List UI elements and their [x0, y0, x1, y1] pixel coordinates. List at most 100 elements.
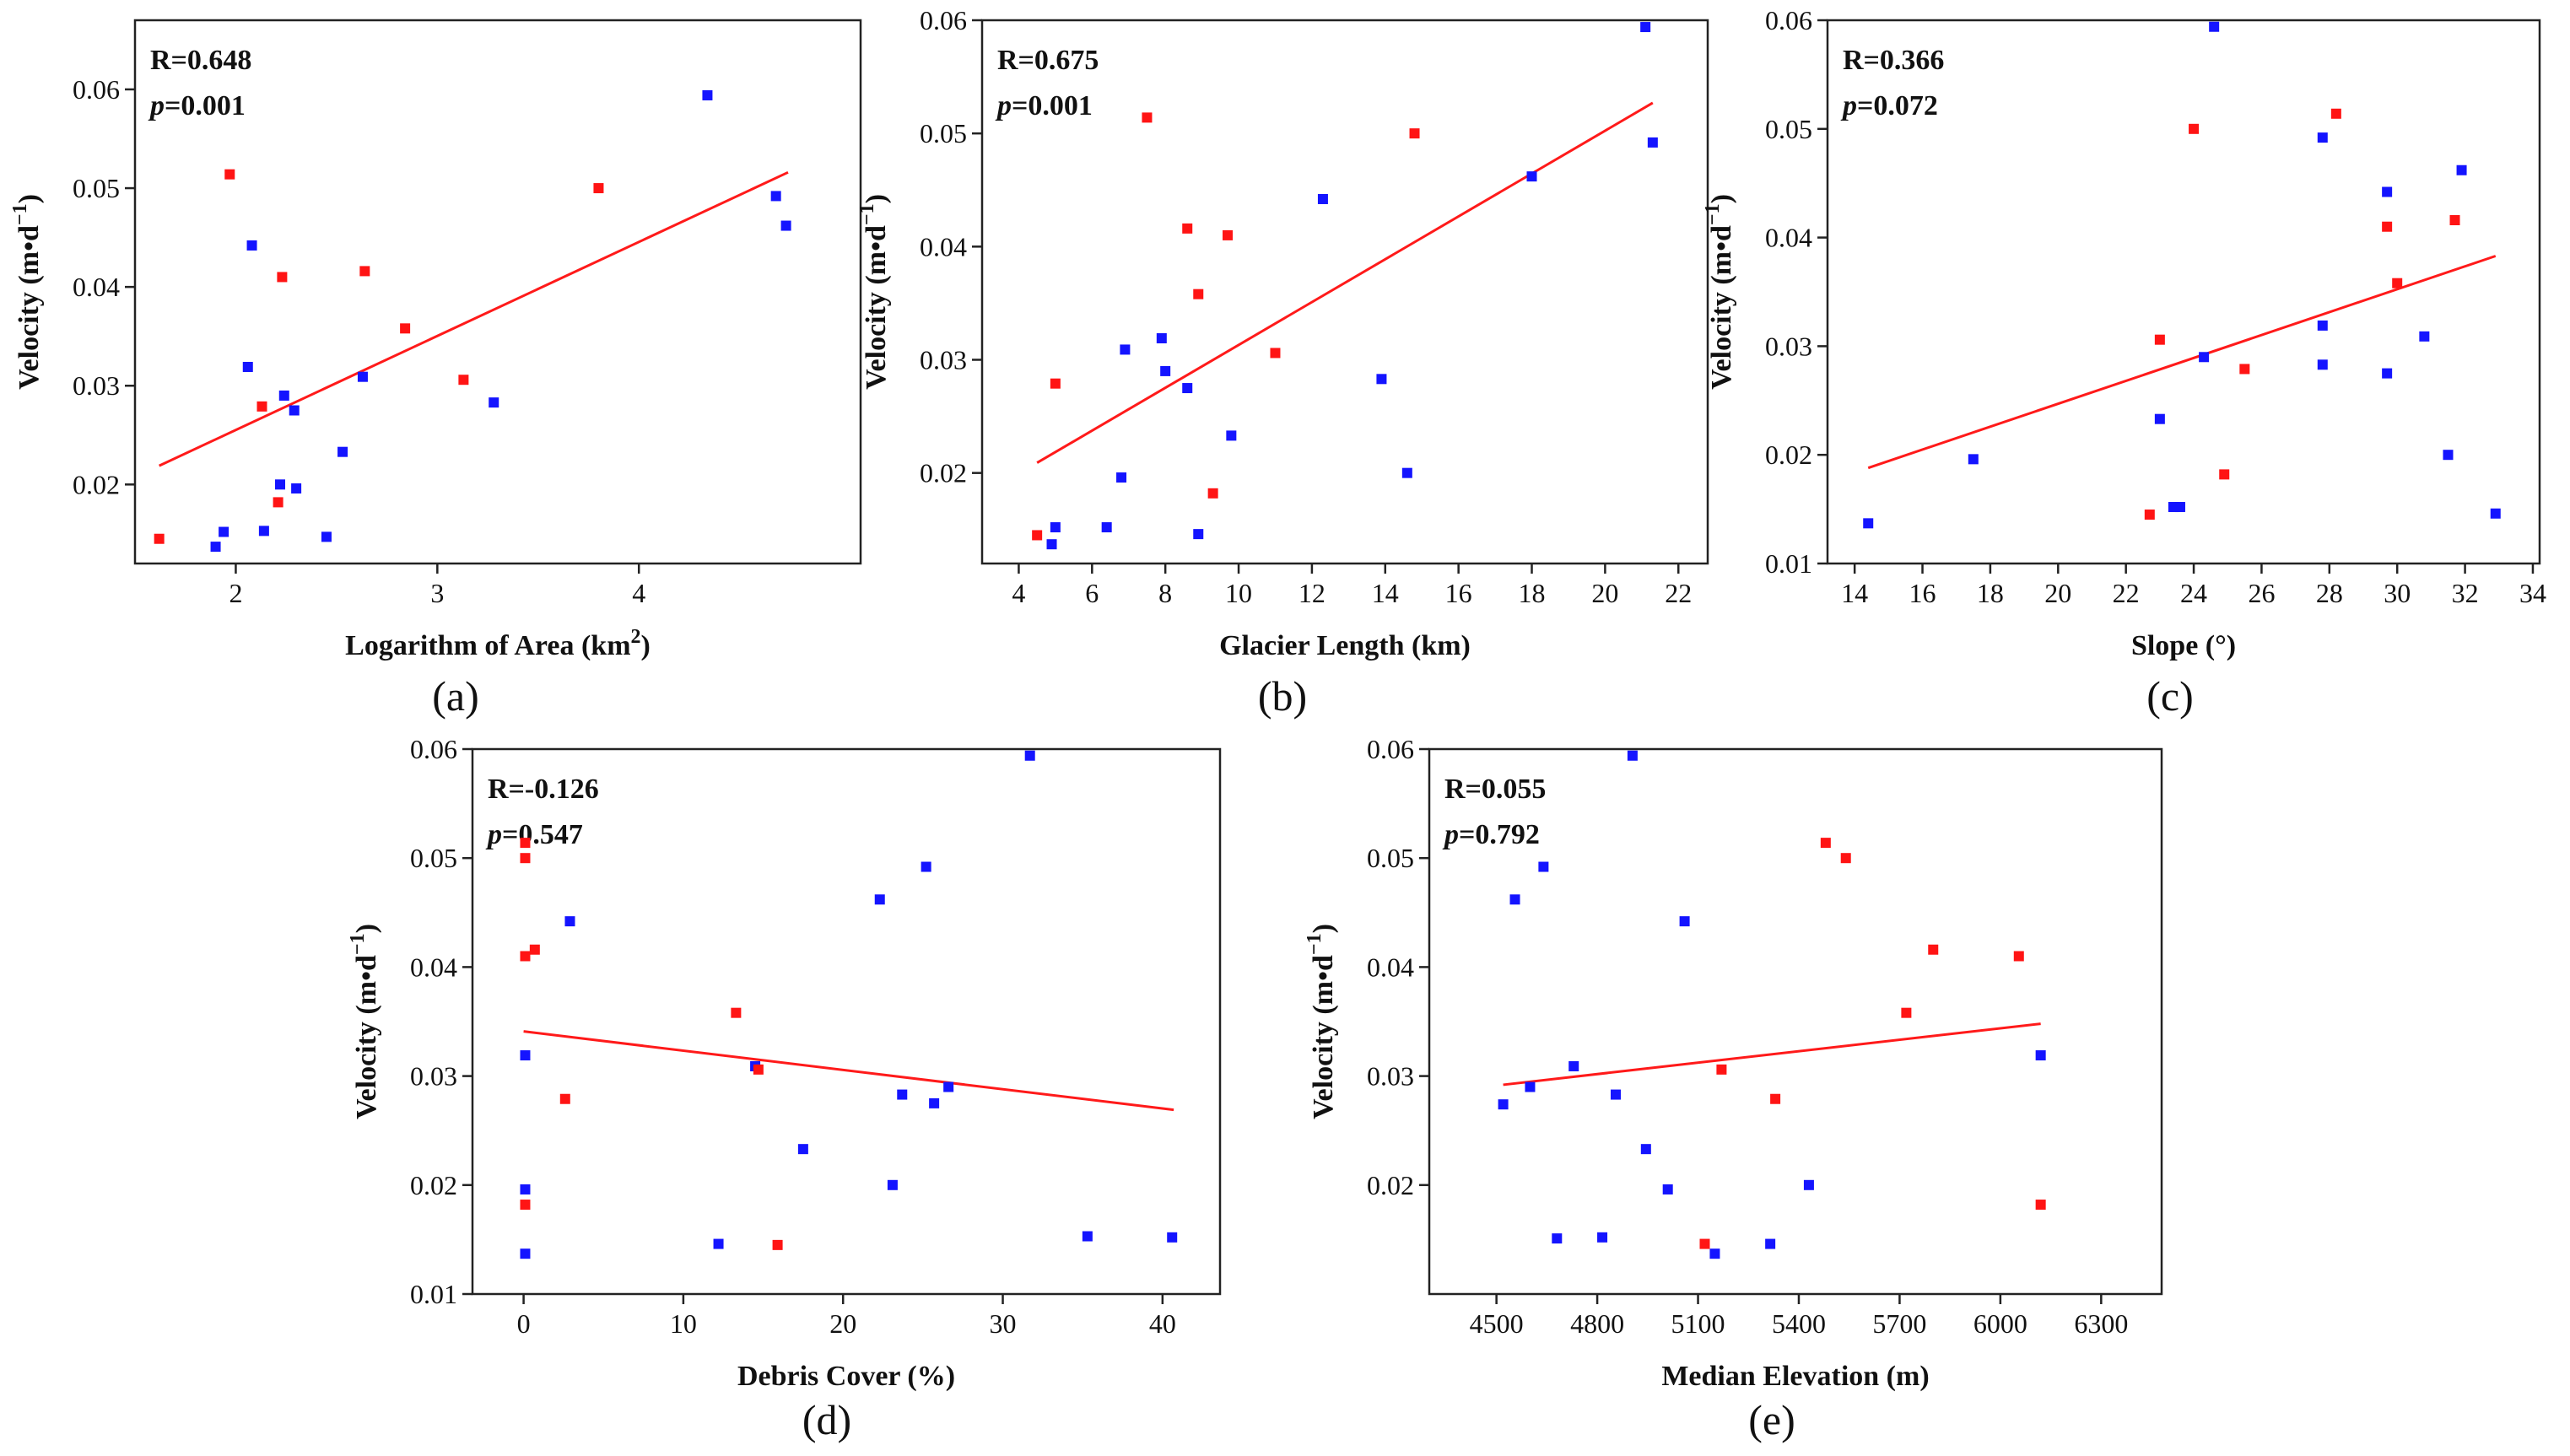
blue-point [2317, 320, 2328, 331]
blue-point [1679, 916, 1690, 927]
y-tick-label: 0.06 [1367, 734, 1414, 764]
red-point [359, 266, 370, 277]
p-value: p=0.547 [485, 819, 583, 850]
blue-point [770, 191, 781, 202]
blue-point [1552, 1233, 1563, 1244]
blue-point [1101, 522, 1112, 533]
blue-point [2456, 164, 2467, 175]
x-tick-label: 5400 [1772, 1308, 1826, 1339]
y-tick-label: 0.05 [410, 843, 457, 873]
x-axis-title: Slope (°) [2131, 630, 2236, 661]
correlation-r: R=0.366 [1843, 45, 1944, 76]
y-axis-title-superscript: −1 [9, 203, 31, 225]
p-value: p=0.001 [148, 90, 246, 121]
x-tick-label: 24 [2180, 578, 2207, 608]
x-tick-label: 20 [829, 1308, 856, 1339]
x-tick-label: 30 [2384, 578, 2411, 608]
blue-point [321, 531, 332, 542]
y-tick-label: 0.02 [410, 1170, 457, 1200]
blue-point [1182, 383, 1193, 394]
y-tick-label: 0.05 [1367, 843, 1414, 873]
red-point [593, 183, 604, 194]
y-axis-title: Velocity (m•d−1) [9, 194, 45, 390]
blue-point [921, 861, 931, 872]
x-tick-label: 6300 [2074, 1308, 2128, 1339]
x-axis-title-superscript: 2 [631, 626, 641, 648]
blue-point [1647, 137, 1658, 148]
x-tick-label: 0 [517, 1308, 531, 1339]
y-tick-label: 0.02 [73, 469, 120, 499]
blue-point [1498, 1099, 1509, 1110]
blue-point [1538, 861, 1549, 872]
red-point [154, 533, 165, 544]
p-value-symbol: p [485, 819, 502, 850]
y-axis-title-text: Velocity (m•d [1308, 955, 1339, 1119]
y-axis-title-text: Velocity (m•d [1706, 225, 1737, 390]
x-tick-label: 22 [2113, 578, 2140, 608]
x-tick-label: 18 [1519, 578, 1546, 608]
blue-point [1050, 522, 1061, 533]
x-axis-title-end: ) [641, 630, 651, 661]
p-value: p=0.001 [995, 90, 1093, 121]
y-tick-label: 0.05 [73, 173, 120, 203]
p-value-symbol: p [1442, 819, 1459, 850]
y-axis-title: Velocity (m•d−1) [347, 924, 382, 1119]
blue-point [1193, 529, 1204, 540]
y-axis-title: Velocity (m•d−1) [1702, 194, 1737, 390]
red-point [277, 272, 288, 283]
blue-point [1024, 750, 1035, 761]
y-tick-label: 0.03 [920, 345, 967, 375]
blue-point [1167, 1232, 1178, 1243]
y-axis-title-end: ) [351, 924, 382, 933]
y-tick-label: 0.03 [1367, 1061, 1414, 1092]
y-tick-label: 0.05 [1765, 114, 1812, 144]
x-tick-label: 3 [430, 578, 444, 608]
y-tick-label: 0.03 [1765, 331, 1812, 361]
x-tick-label: 12 [1298, 578, 1325, 608]
blue-point [1627, 750, 1638, 761]
plot-frame [471, 747, 1222, 1296]
red-point [1699, 1238, 1710, 1249]
blue-point [1709, 1248, 1720, 1259]
plot-frame [133, 19, 862, 565]
blue-point [246, 240, 257, 251]
x-tick-label: 4 [632, 578, 645, 608]
red-point [1409, 128, 1420, 139]
correlation-r: R=-0.126 [488, 774, 599, 805]
p-value-number: =0.792 [1459, 819, 1540, 850]
x-axis-title-text: Logarithm of Area (km [345, 630, 630, 661]
blue-point [1597, 1232, 1608, 1243]
red-point [1840, 853, 1851, 864]
red-point [2035, 1200, 2046, 1211]
red-point [2239, 364, 2250, 375]
blue-point [1765, 1238, 1776, 1249]
x-tick-label: 30 [990, 1308, 1017, 1339]
y-tick-label: 0.04 [1765, 223, 1812, 253]
y-axis-title: Velocity (m•d−1) [1304, 924, 1339, 1119]
p-value-symbol: p [148, 90, 165, 121]
panel-a: 2 3 4 0.02 0.03 0.04 0.05 0.06 Logarithm of Area… [9, 19, 862, 720]
panel-label: (c) [2146, 672, 2194, 720]
panel-d: 0 10 20 30 40 0.01 0.02 0.03 0.04 0.05 0.06 Debris … [347, 734, 1222, 1443]
blue-point [702, 89, 713, 100]
red-point [2154, 334, 2165, 345]
x-axis-title: Glacier Length (km) [1219, 630, 1471, 661]
blue-point [2154, 413, 2165, 424]
p-value-number: =0.001 [1012, 90, 1093, 121]
blue-point [1226, 430, 1237, 441]
regression-line [159, 170, 789, 467]
plot-frame [1428, 747, 2163, 1296]
red-point [1770, 1093, 1781, 1104]
y-axis-title-end: ) [1308, 924, 1339, 933]
y-tick-label: 0.06 [410, 734, 457, 764]
y-tick-label: 0.04 [73, 272, 120, 302]
blue-point [897, 1089, 908, 1100]
blue-point [2035, 1050, 2046, 1061]
red-point [1270, 348, 1281, 359]
blue-point [258, 526, 269, 537]
p-value: p=0.792 [1442, 819, 1540, 850]
red-point [520, 951, 531, 962]
x-axis-title: Logarithm of Area (km2) [345, 626, 651, 661]
panel-c: 14 16 18 20 22 24 26 28 30 32 34 0.01 0.02 0.03 0.04 0.… [1702, 5, 2546, 720]
p-value-symbol: p [995, 90, 1012, 121]
